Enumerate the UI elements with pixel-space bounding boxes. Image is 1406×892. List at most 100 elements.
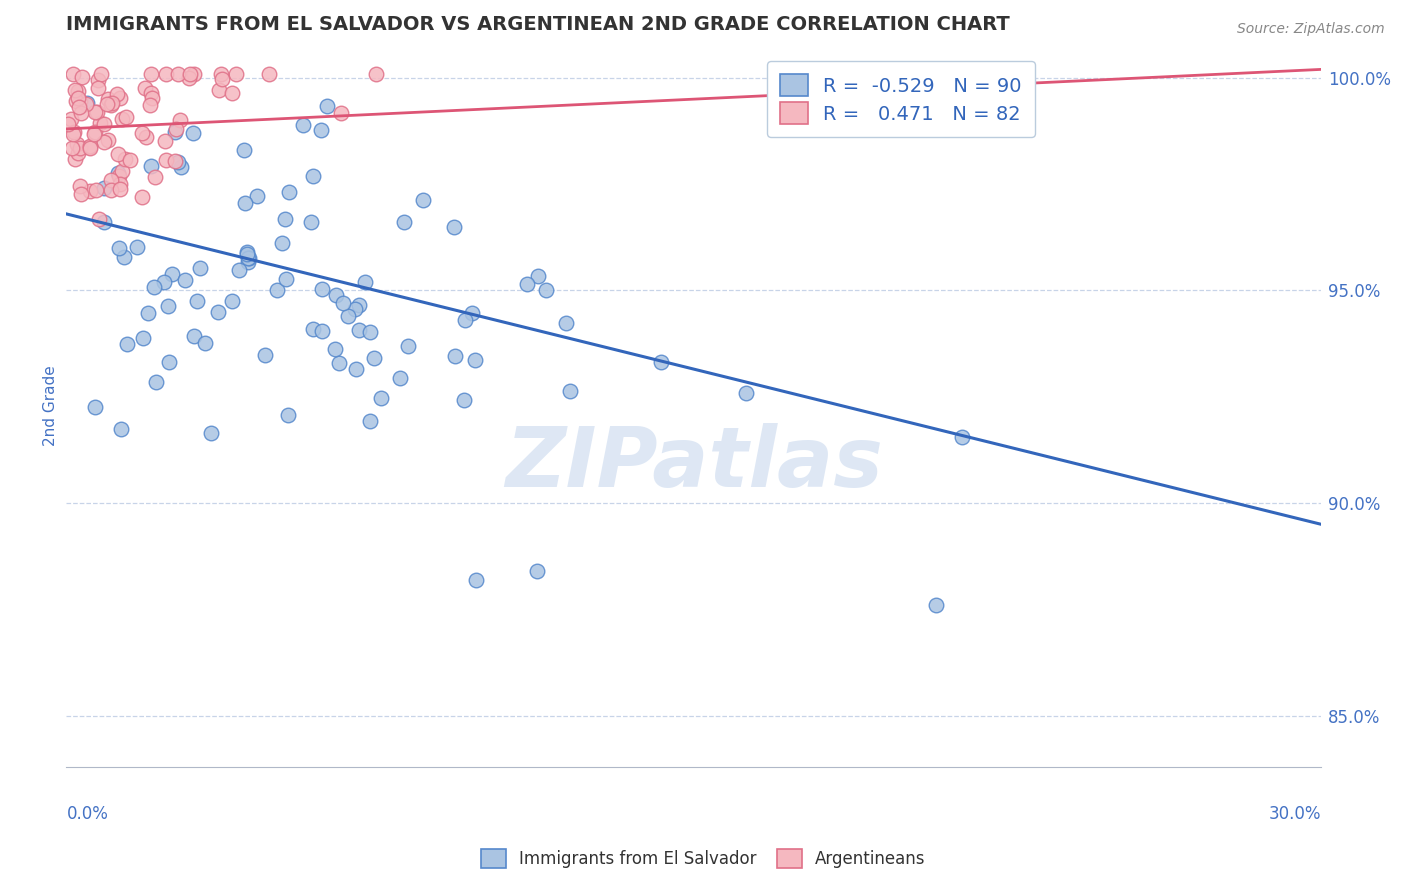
Point	[70, 105, 93, 120]
Point	[228, 262, 250, 277]
Point	[270, 235, 292, 250]
Point	[170, 161, 193, 175]
Point	[112, 250, 135, 264]
Point	[66, 91, 89, 105]
Point	[89, 212, 111, 227]
Point	[77, 140, 100, 154]
Point	[89, 116, 111, 130]
Point	[139, 98, 162, 112]
Point	[316, 99, 339, 113]
Point	[100, 173, 122, 187]
Point	[115, 337, 138, 351]
Point	[167, 67, 190, 81]
Point	[108, 91, 131, 105]
Point	[277, 408, 299, 422]
Point	[392, 215, 415, 229]
Point	[79, 141, 101, 155]
Text: ZIPatlas: ZIPatlas	[505, 423, 883, 504]
Point	[443, 219, 465, 234]
Point	[156, 299, 179, 313]
Point	[86, 105, 108, 120]
Point	[111, 163, 134, 178]
Point	[131, 126, 153, 140]
Point	[83, 104, 105, 119]
Point	[329, 106, 352, 120]
Point	[325, 288, 347, 302]
Point	[179, 67, 201, 81]
Point	[70, 186, 93, 201]
Point	[62, 67, 84, 81]
Point	[332, 296, 354, 310]
Point	[93, 117, 115, 131]
Point	[291, 118, 314, 132]
Point	[236, 255, 259, 269]
Point	[107, 166, 129, 180]
Point	[526, 564, 548, 578]
Point	[90, 67, 112, 81]
Point	[76, 95, 98, 110]
Text: 0.0%: 0.0%	[66, 805, 108, 823]
Point	[221, 294, 243, 309]
Point	[925, 598, 948, 612]
Point	[302, 169, 325, 183]
Point	[65, 136, 87, 151]
Point	[63, 125, 86, 139]
Point	[67, 100, 90, 114]
Point	[66, 84, 89, 98]
Point	[253, 348, 276, 362]
Point	[464, 352, 486, 367]
Point	[75, 97, 97, 112]
Point	[66, 146, 89, 161]
Point	[93, 181, 115, 195]
Point	[207, 305, 229, 319]
Point	[155, 67, 177, 81]
Point	[165, 121, 187, 136]
Point	[65, 152, 87, 166]
Point	[60, 112, 83, 127]
Point	[165, 124, 187, 138]
Point	[186, 293, 208, 308]
Point	[169, 113, 191, 128]
Point	[132, 331, 155, 345]
Point	[238, 251, 260, 265]
Point	[107, 146, 129, 161]
Point	[396, 339, 419, 353]
Point	[139, 87, 162, 101]
Point	[177, 70, 200, 85]
Point	[110, 421, 132, 435]
Point	[105, 87, 128, 101]
Point	[208, 83, 231, 97]
Point	[69, 179, 91, 194]
Point	[527, 268, 550, 283]
Point	[139, 159, 162, 173]
Point	[460, 306, 482, 320]
Point	[63, 83, 86, 97]
Point	[236, 244, 259, 259]
Point	[183, 329, 205, 343]
Point	[142, 280, 165, 294]
Point	[188, 260, 211, 275]
Point	[302, 322, 325, 336]
Point	[96, 97, 118, 112]
Point	[167, 154, 190, 169]
Point	[69, 141, 91, 155]
Point	[359, 325, 381, 339]
Point	[174, 273, 197, 287]
Point	[141, 67, 163, 81]
Point	[347, 298, 370, 312]
Point	[145, 169, 167, 184]
Point	[274, 212, 297, 227]
Point	[200, 425, 222, 440]
Point	[131, 190, 153, 204]
Y-axis label: 2nd Grade: 2nd Grade	[44, 365, 58, 446]
Point	[364, 67, 387, 81]
Point	[453, 393, 475, 408]
Point	[145, 375, 167, 389]
Point	[233, 195, 256, 210]
Point	[136, 306, 159, 320]
Point	[311, 324, 333, 338]
Point	[107, 241, 129, 255]
Point	[735, 385, 758, 400]
Point	[555, 316, 578, 330]
Point	[388, 370, 411, 384]
